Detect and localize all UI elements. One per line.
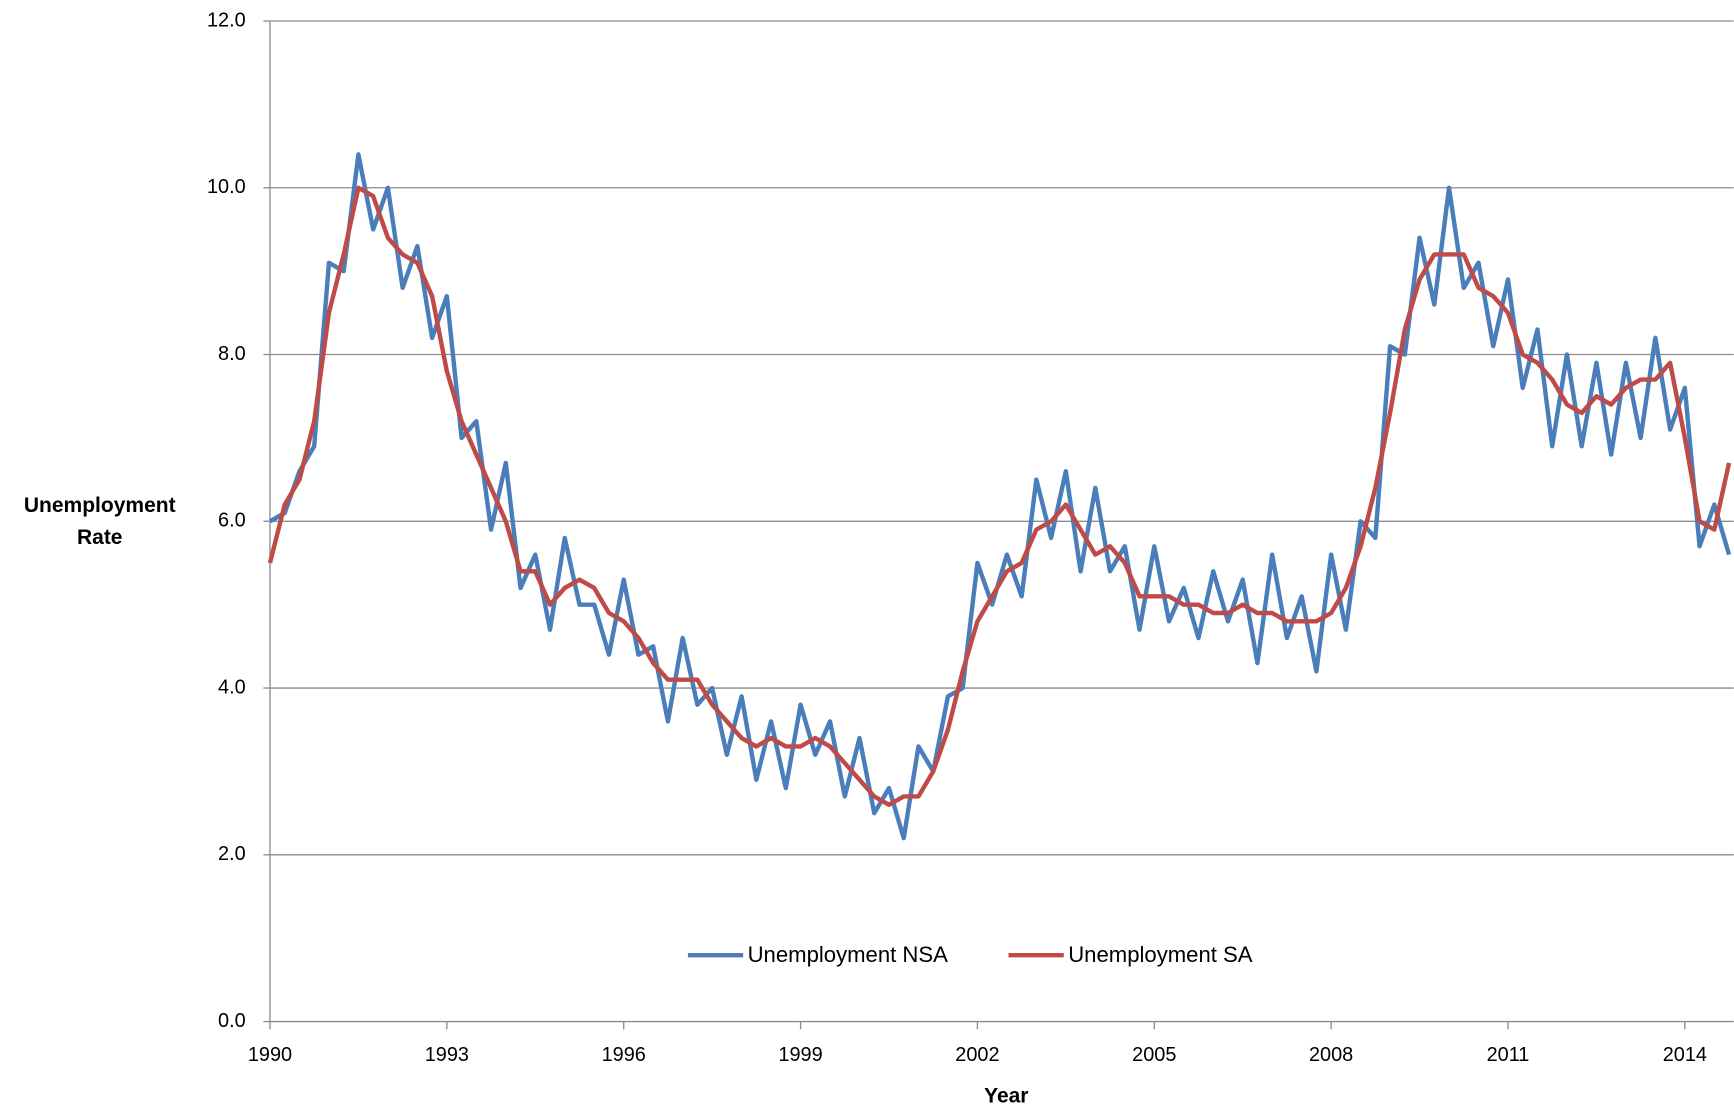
y-axis-title-box: Unemployment Rate <box>23 494 176 550</box>
y-tick-label: 6.0 <box>218 510 246 532</box>
x-tick-label: 2005 <box>1132 1044 1176 1066</box>
legend-label: Unemployment SA <box>1068 942 1253 967</box>
line-series <box>267 185 1732 807</box>
x-axis-title: Year <box>984 1084 1028 1107</box>
x-tick-label: 1996 <box>602 1044 646 1066</box>
legend-label: Unemployment NSA <box>748 942 949 967</box>
y-tick-label: 4.0 <box>218 676 246 698</box>
x-tick-label: 2014 <box>1663 1044 1707 1066</box>
y-tick-label: 2.0 <box>218 843 246 865</box>
x-tick-label: 2011 <box>1487 1044 1530 1066</box>
line-series <box>268 152 1732 841</box>
x-tick-label: 2008 <box>1309 1044 1353 1066</box>
x-tick-label: 1999 <box>778 1044 822 1066</box>
y-tick-label: 10.0 <box>207 176 246 198</box>
y-tick-label: 0.0 <box>218 1010 246 1032</box>
y-axis-title: Unemployment Rate <box>23 494 176 550</box>
y-tick-label: 8.0 <box>218 343 246 365</box>
x-tick-label: 1990 <box>248 1044 292 1066</box>
x-tick-label: 2002 <box>955 1044 999 1066</box>
x-tick-label: 1993 <box>425 1044 469 1066</box>
y-tick-label: 12.0 <box>207 9 246 31</box>
